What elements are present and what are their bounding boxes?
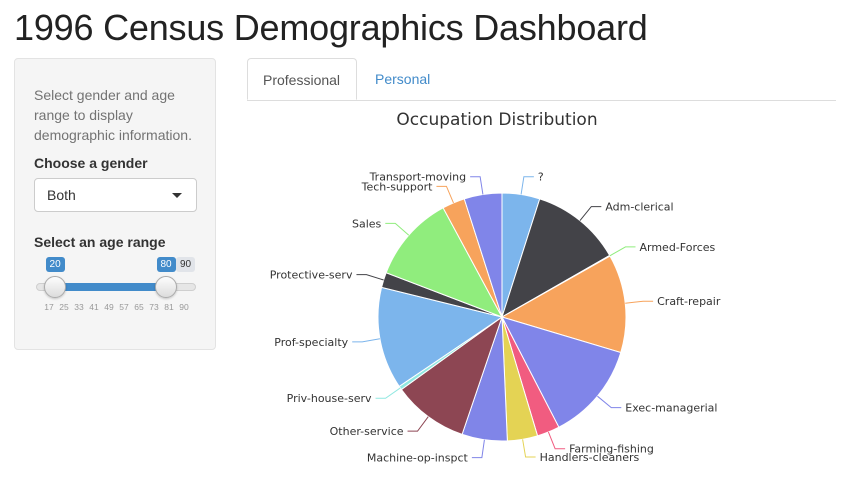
pie-connector <box>356 274 384 281</box>
slider-tick-label: 65 <box>134 302 144 312</box>
pie-connector <box>597 395 622 409</box>
pie-label: Handlers-cleaners <box>540 451 640 464</box>
sidebar-help-text: Select gender and age range to display d… <box>34 87 192 143</box>
slider-to-label: 80 <box>156 257 176 272</box>
pie-connector <box>522 439 536 458</box>
slider-tick-label: 17 <box>44 302 54 312</box>
slider-to-handle[interactable] <box>154 276 177 298</box>
slider-tick-label: 25 <box>59 302 69 312</box>
pie-label: Machine-op-inspct <box>367 452 469 465</box>
pie-connector <box>352 338 381 343</box>
pie-connector <box>471 439 485 459</box>
pie-connector <box>470 176 484 195</box>
slider-tick-label: 81 <box>164 302 174 312</box>
pie-connector <box>625 300 654 304</box>
pie-slice[interactable] <box>500 255 627 354</box>
pie-label: Adm-clerical <box>605 201 673 214</box>
pie-label: Exec-managerial <box>625 402 717 415</box>
page-title: 1996 Census Demographics Dashboard <box>14 7 648 48</box>
pie-label: Craft-repair <box>657 295 721 308</box>
pie-slice[interactable] <box>463 192 503 318</box>
sidebar-panel: Select gender and age range to display d… <box>14 58 216 350</box>
pie-connector <box>520 176 534 195</box>
occupation-pie-chart: Occupation Distribution ? Adm-clerical Arm… <box>247 100 747 492</box>
slider-tick-label: 73 <box>149 302 159 312</box>
pie-label: Tech-support <box>361 180 434 193</box>
pie-label: Prof-specialty <box>274 336 348 349</box>
pie-slice[interactable] <box>385 207 504 318</box>
tab-bar: Professional Personal <box>247 58 836 101</box>
pie-connector <box>407 416 429 432</box>
gender-select[interactable]: Both <box>34 178 197 212</box>
slider-from-handle[interactable] <box>43 276 66 298</box>
slider-tick-label: 33 <box>74 302 84 312</box>
age-range-label: Select an age range <box>34 234 166 250</box>
chart-title: Occupation Distribution <box>396 110 597 130</box>
slider-from-label: 20 <box>45 257 65 272</box>
slider-selected-bar[interactable] <box>54 283 166 291</box>
tab-personal[interactable]: Personal <box>375 71 431 87</box>
pie-connector <box>375 387 401 399</box>
pie-label: Other-service <box>330 425 404 438</box>
chevron-down-icon <box>172 193 182 198</box>
age-range-slider[interactable]: 20 80 90 17 25 33 41 49 57 65 73 81 90 <box>34 253 199 313</box>
gender-select-value: Both <box>47 187 76 203</box>
pie-label: Protective-serv <box>270 269 353 282</box>
pie-label: Armed-Forces <box>639 241 715 254</box>
slider-tick-label: 57 <box>119 302 129 312</box>
pie-label: Priv-house-serv <box>287 392 372 405</box>
pie-svg: Occupation Distribution ? Adm-clerical Arm… <box>270 110 721 465</box>
pie-connector <box>579 206 602 221</box>
slider-max-label: 90 <box>176 257 196 272</box>
pie-slice[interactable] <box>400 315 503 436</box>
pie-connector <box>609 246 636 257</box>
slider-tick-label: 49 <box>104 302 114 312</box>
pie-label: ? <box>538 171 544 184</box>
slider-ticks: 17 25 33 41 49 57 65 73 81 90 <box>34 302 199 314</box>
pie-label: Sales <box>352 217 382 230</box>
tab-professional[interactable]: Professional <box>247 58 357 100</box>
pie-connector <box>385 222 410 236</box>
slider-tick-label: 90 <box>179 302 189 312</box>
pie-label: Transport-moving <box>369 171 467 184</box>
pie-connector <box>547 431 566 450</box>
pie-label: Farming-fishing <box>569 443 654 456</box>
pie-connector <box>436 185 454 204</box>
gender-label: Choose a gender <box>34 155 148 171</box>
pie-slice[interactable] <box>501 316 622 428</box>
slider-tick-label: 41 <box>89 302 99 312</box>
